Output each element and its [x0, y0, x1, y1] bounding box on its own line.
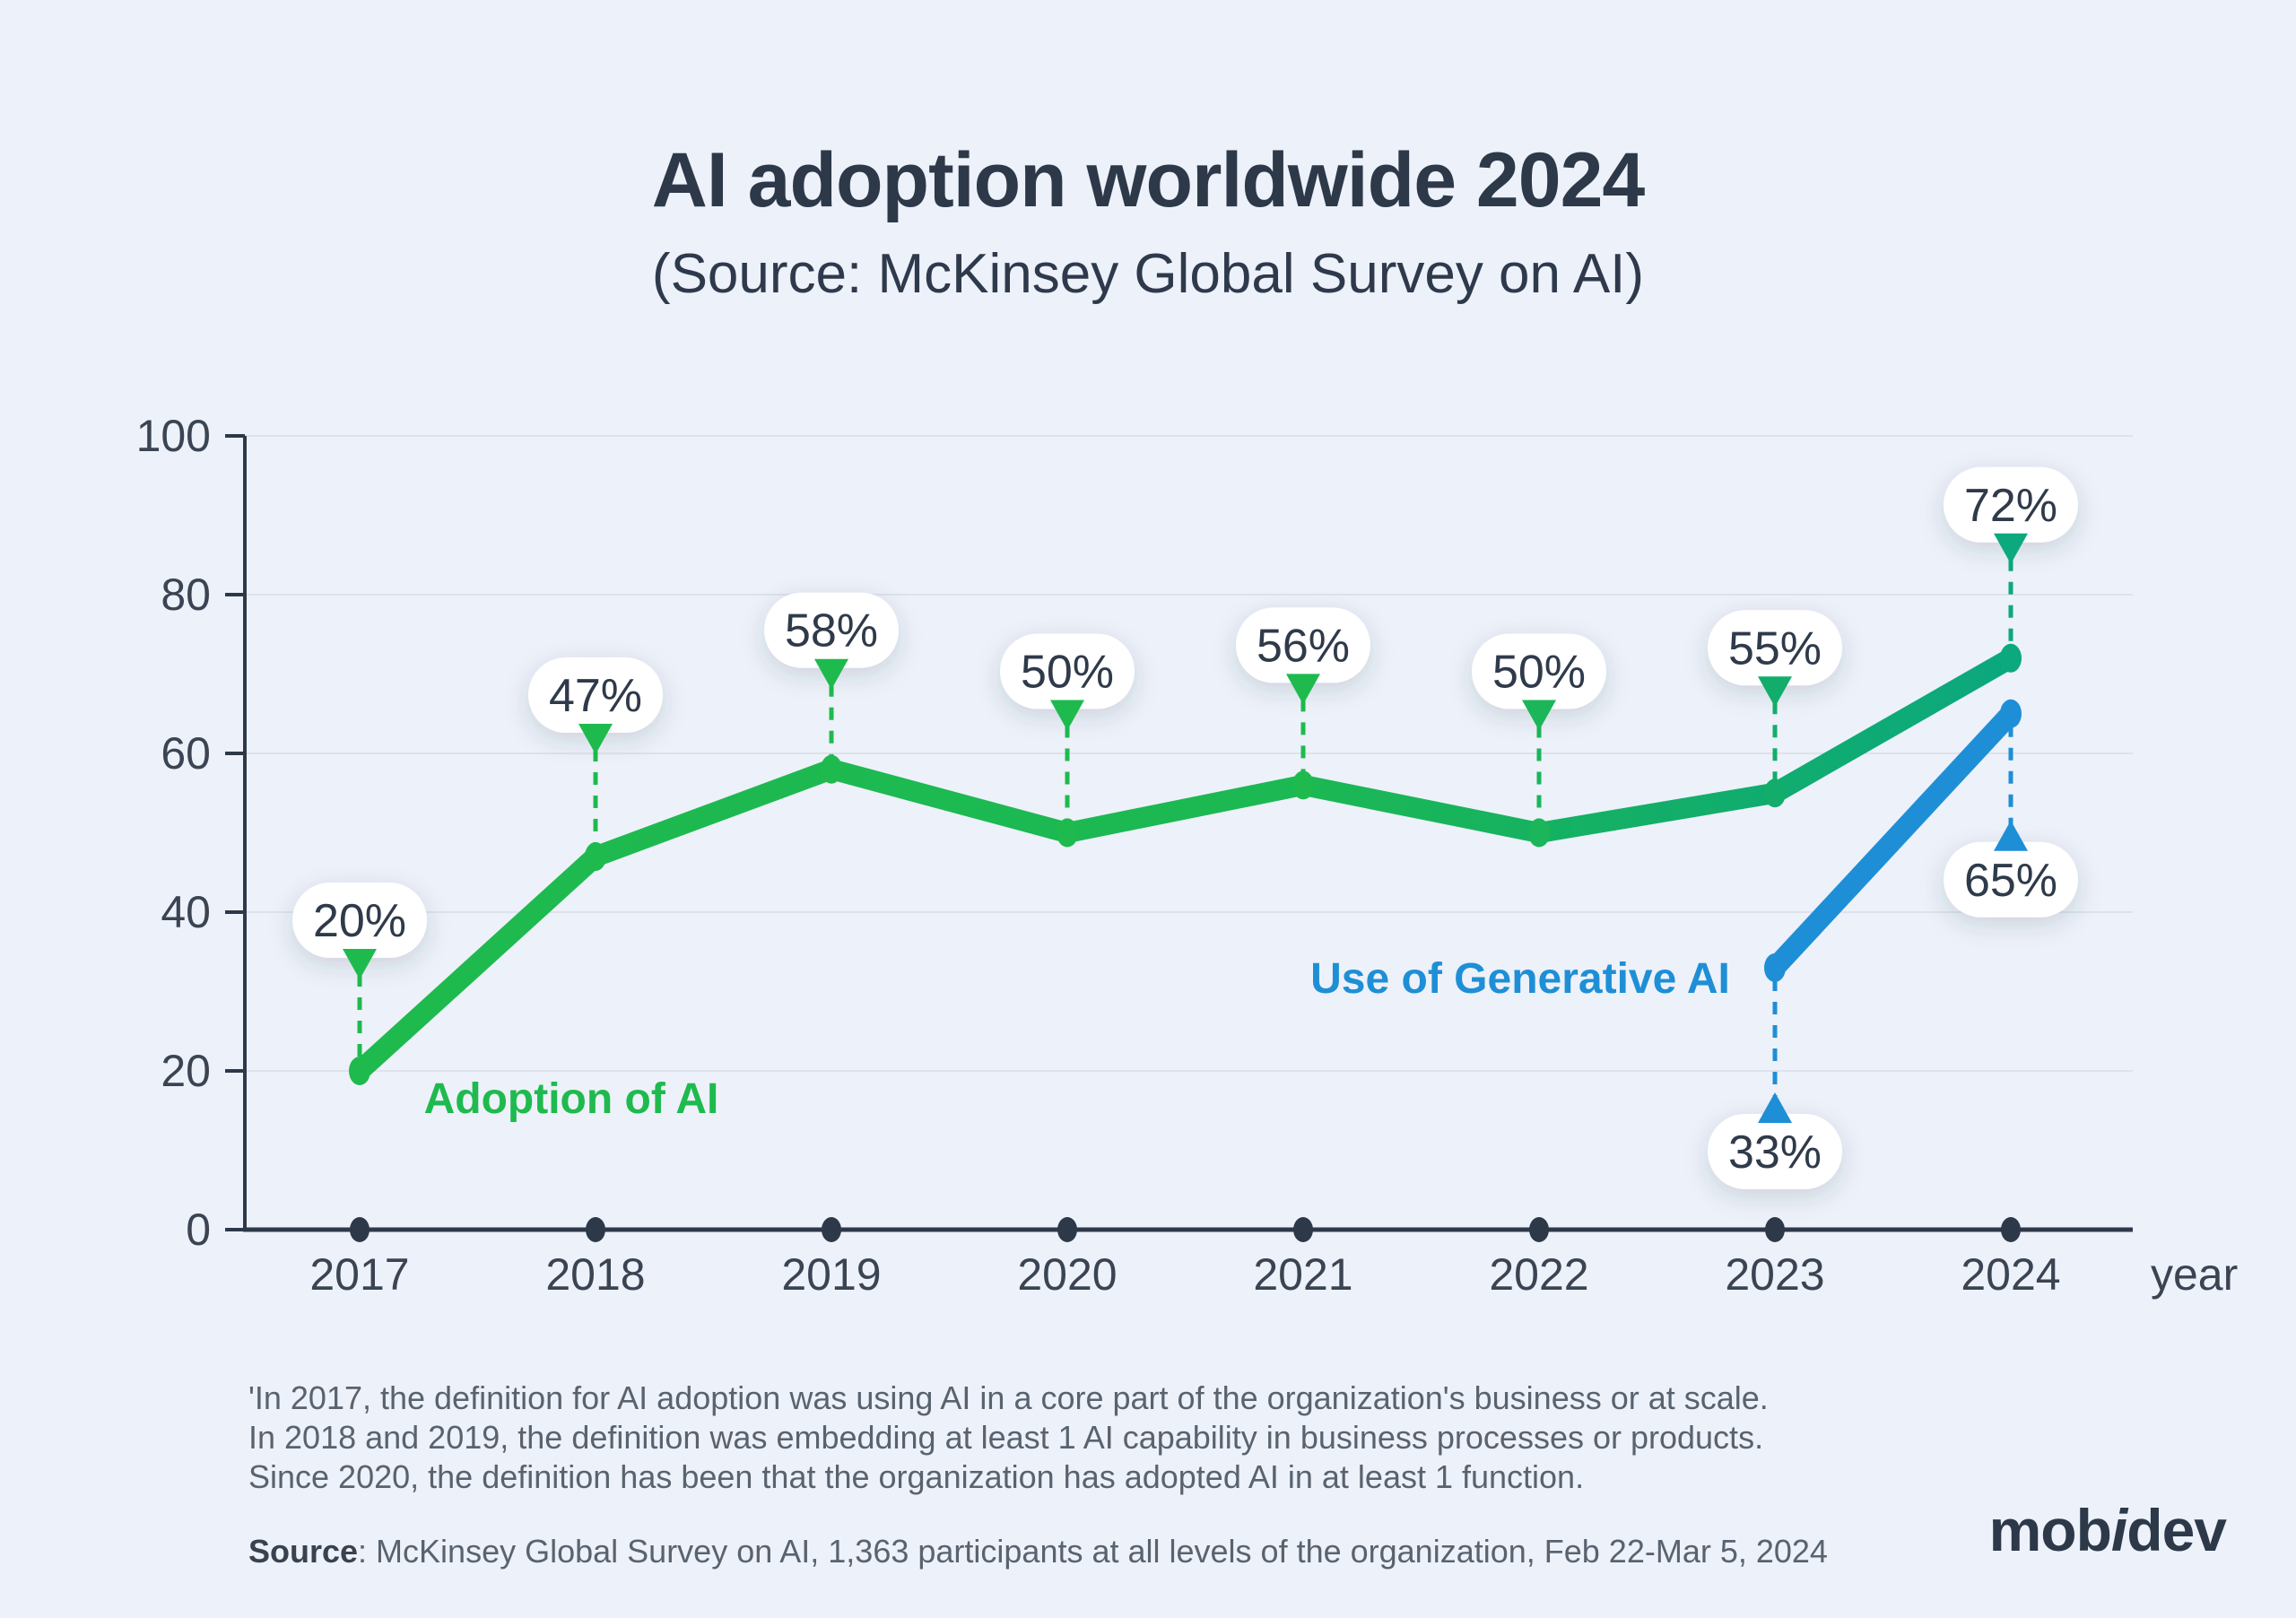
x-axis-dot — [2001, 1217, 2021, 1242]
x-axis-label: 2021 — [1253, 1249, 1352, 1300]
x-axis-dot — [1293, 1217, 1313, 1242]
footnote-line: Since 2020, the definition has been that… — [248, 1458, 1585, 1495]
y-axis-label: 60 — [161, 728, 211, 779]
mobidev-logo: mobidev — [1988, 1496, 2227, 1564]
data-label-pill — [1708, 610, 1842, 686]
data-label-pills: 33% 65% — [1708, 820, 2078, 1189]
data-label-pill — [1944, 466, 2078, 543]
x-axis-dot — [1765, 1217, 1785, 1242]
y-axis-label: 40 — [161, 887, 211, 937]
source-line: Source: McKinsey Global Survey on AI, 1,… — [248, 1532, 1828, 1571]
x-axis-title: year — [2151, 1249, 2238, 1300]
data-label-pills: 20% 47% 58% 50% 56% 50% 55% 72% — [292, 466, 2078, 979]
data-point — [821, 754, 842, 784]
data-point — [1057, 818, 1078, 848]
y-axis-label: 80 — [161, 570, 211, 620]
data-label-pill — [1472, 633, 1606, 709]
x-axis-label: 2020 — [1017, 1249, 1117, 1300]
data-label-text: 72% — [1964, 480, 2057, 532]
data-label-text: 65% — [1964, 855, 2057, 907]
data-label-pill — [528, 657, 663, 734]
data-point — [1764, 779, 1786, 808]
data-label-pill — [1708, 1113, 1842, 1189]
x-axis-label: 2018 — [545, 1249, 645, 1300]
x-axis-dot — [1529, 1217, 1549, 1242]
pill-pointer-up — [1994, 820, 2028, 851]
logo-text-italic-i: i — [2110, 1497, 2127, 1563]
leader-lines — [357, 558, 2013, 1060]
data-label-text: 55% — [1728, 622, 1822, 674]
y-axis-label: 100 — [136, 411, 211, 461]
data-label-pill — [1000, 633, 1135, 709]
data-point — [2000, 643, 2022, 673]
logo-text: dev — [2126, 1497, 2227, 1563]
data-point — [1292, 770, 1314, 800]
footnote-line: 'In 2017, the definition for AI adoption… — [248, 1379, 1769, 1416]
leader-lines — [1772, 724, 2013, 1098]
x-axis-label: 2024 — [1961, 1249, 2060, 1300]
y-axis-label: 0 — [186, 1205, 211, 1255]
pill-pointer-down — [578, 724, 613, 755]
data-point — [585, 842, 606, 872]
data-label-text: 56% — [1257, 620, 1350, 672]
footnotes: 'In 2017, the definition for AI adoption… — [248, 1379, 1769, 1497]
page-subtitle: (Source: McKinsey Global Survey on AI) — [651, 243, 1645, 305]
x-axis-dot — [822, 1217, 841, 1242]
data-label-text: 33% — [1728, 1127, 1822, 1179]
pill-pointer-down — [1050, 700, 1084, 731]
data-label-pill — [1944, 841, 2078, 918]
data-label-text: 47% — [549, 670, 642, 722]
x-axis-label: 2017 — [309, 1249, 409, 1300]
data-point — [2000, 699, 2022, 728]
source-text: : McKinsey Global Survey on AI, 1,363 pa… — [358, 1533, 1828, 1570]
logo-text: mob — [1988, 1497, 2112, 1563]
data-label-text: 58% — [785, 605, 878, 657]
x-axis-dot — [586, 1217, 605, 1242]
source-label: Source — [248, 1533, 359, 1570]
series-line — [349, 648, 2022, 1082]
series-line — [1764, 703, 2022, 979]
x-axis-label: 2019 — [781, 1249, 881, 1300]
x-axis-label: 2022 — [1489, 1249, 1588, 1300]
x-axis-dot — [350, 1217, 370, 1242]
x-axis-dot — [1057, 1217, 1077, 1242]
axes: 0 20 40 60 80 100 2017 2018 2019 2020 2021 2022 2023… — [136, 411, 2239, 1300]
pill-pointer-down — [343, 949, 377, 979]
pill-pointer-down — [1758, 676, 1792, 708]
pill-pointer-down — [814, 658, 848, 690]
data-label-text: 50% — [1021, 647, 1114, 699]
series-name-label: Adoption of AI — [424, 1075, 719, 1123]
footnote-line: In 2018 and 2019, the definition was emb… — [248, 1419, 1764, 1456]
data-label-pill — [764, 592, 899, 668]
data-point — [349, 1057, 370, 1085]
pill-pointer-down — [1994, 533, 2028, 564]
series-name-label: Use of Generative AI — [1310, 955, 1730, 1003]
data-label-text: 50% — [1492, 647, 1586, 699]
y-axis-label: 20 — [161, 1046, 211, 1096]
pill-pointer-down — [1286, 674, 1320, 705]
x-axis-label: 2023 — [1725, 1249, 1824, 1300]
data-point — [1528, 818, 1550, 848]
data-point — [1764, 953, 1786, 982]
data-label-text: 20% — [313, 895, 406, 947]
data-label-pill — [292, 883, 427, 958]
page-title: AI adoption worldwide 2024 — [651, 137, 1646, 223]
pill-pointer-up — [1758, 1092, 1792, 1123]
data-label-pill — [1236, 607, 1370, 683]
pill-pointer-down — [1522, 700, 1556, 731]
